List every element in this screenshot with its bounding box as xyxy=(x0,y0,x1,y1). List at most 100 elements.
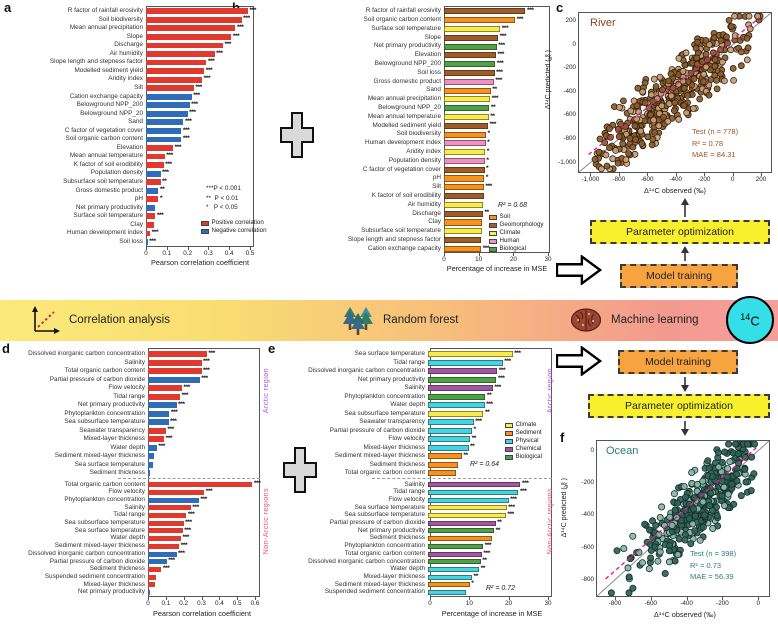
bar xyxy=(444,25,501,33)
significance-stars: *** xyxy=(182,126,190,134)
significance-stars: *** xyxy=(151,229,159,237)
bar-row: Tidal range *** xyxy=(2,393,277,402)
significance-stars: *** xyxy=(482,244,490,252)
bar xyxy=(428,543,484,549)
panel-b-label: b xyxy=(232,0,240,15)
block-arrow-right-icon xyxy=(556,346,602,376)
bar-row-label: Total organic carbon content xyxy=(64,480,145,488)
bar-row-label: Subsurface soil temperature xyxy=(63,178,143,185)
significance-stars: *** xyxy=(494,383,501,391)
bar-row: Mixed-layer thickness *** xyxy=(2,435,277,444)
bar-row-label: Surface soil temperature xyxy=(371,24,441,32)
bar-row: C factor of vegetation cover * xyxy=(258,165,570,174)
bar-row-label: pH xyxy=(432,174,441,182)
panel-e-arctic-bars: Sea surface temperature *** Tidal range ***… xyxy=(270,350,568,478)
bar-row-label: Mixed-layer thickness xyxy=(83,580,145,588)
bar xyxy=(428,402,485,409)
bar-row-label: Seawater transparency xyxy=(79,426,145,434)
axis-tick xyxy=(704,173,706,176)
bar-row: Sediment mixed-layer thickness ** xyxy=(270,452,568,461)
bar xyxy=(444,157,485,164)
bar xyxy=(146,93,192,100)
significance-stars: ** xyxy=(470,443,475,451)
significance-legend: ***P < 0.001 ** P < 0.01 * P < 0.05 xyxy=(206,184,241,213)
significance-stars: *** xyxy=(208,349,215,357)
bar-row: Soil biodiversity *** xyxy=(2,16,272,25)
axis-tick-label: -400 xyxy=(563,87,576,95)
parameter-optimization-box: Parameter optimization xyxy=(588,394,770,418)
bar-row-label: Water depth xyxy=(110,534,145,542)
bar-row-label: Slope length and stepness factor xyxy=(347,235,441,243)
river-scatter-plot xyxy=(579,13,771,172)
bar-row-label: R factor of rainfall erosivity xyxy=(365,7,441,15)
significance-stars: * xyxy=(486,147,490,155)
bar-row: Modelled sediment yield *** xyxy=(2,67,272,76)
bar-row: Total organic carbon content *** xyxy=(270,550,568,558)
bar-row-label: Net primary productivity xyxy=(357,526,425,534)
panel-d-non-arctic-bars: Total organic carbon content *** Flow velo… xyxy=(2,481,277,596)
badge-base: C xyxy=(750,313,760,329)
bar xyxy=(428,436,471,443)
bar-row-label: Soil biodiversity xyxy=(396,130,441,138)
bar xyxy=(444,69,495,77)
axis-tick-label: 0 xyxy=(146,600,150,607)
significance-stars: *** xyxy=(519,488,527,496)
bar-row-label: Total organic carbon content xyxy=(344,549,425,557)
bar-row-label: Sea subsurface temperature xyxy=(344,409,425,417)
axis-tick-label: -600 xyxy=(640,176,654,183)
bar xyxy=(428,376,497,383)
significance-stars: * xyxy=(485,174,489,182)
bar-row: pH * xyxy=(258,174,570,183)
significance-stars: *** xyxy=(182,135,190,143)
bar-row-label: Slope xyxy=(126,32,143,40)
significance-stars: *** xyxy=(486,400,493,408)
bar-row-label: Total organic carbon content xyxy=(64,367,145,375)
bar xyxy=(146,51,215,57)
bar-row-label: Silt xyxy=(134,83,143,91)
legend-item: Negative correlation xyxy=(201,227,267,235)
ocean-title: Ocean xyxy=(606,445,639,457)
bar-row: C factor of vegetation cover *** xyxy=(2,127,272,136)
bar-row: Flow velocity *** xyxy=(270,496,568,504)
bar-row-label: Tidal range xyxy=(393,488,425,496)
bar-row-label: Discharge xyxy=(114,41,143,49)
bar-row: Net primary productivity *** xyxy=(258,42,570,51)
significance-stars: *** xyxy=(205,488,213,496)
bar xyxy=(146,33,232,40)
down-arrow-icon xyxy=(681,377,689,392)
bar-row: Elevation *** xyxy=(258,51,570,60)
bar-row-label: Net primary productivity xyxy=(77,588,145,596)
legend-item: Geomorphology xyxy=(489,221,544,229)
bar-row-label: Sand xyxy=(426,86,441,94)
carbon-14-badge: 14C xyxy=(726,296,774,344)
legend-swatch xyxy=(505,422,513,428)
bar-row: Population density *** xyxy=(2,169,272,178)
bar-row-label: Slope xyxy=(424,33,441,41)
axis-tick-label: 30 xyxy=(544,256,552,263)
bar xyxy=(148,393,181,400)
legend-swatch xyxy=(489,246,497,252)
bar-row: Partial pressure of carbon dioxide * xyxy=(270,427,568,436)
bar-row-label: Soil biodiversity xyxy=(98,15,143,23)
bar-row-label: Salinity xyxy=(124,503,145,511)
axis-tick-label: 0 xyxy=(428,600,432,607)
bar xyxy=(428,559,481,565)
axis-tick-label: -600 xyxy=(581,543,594,551)
bar xyxy=(146,59,207,66)
bar xyxy=(146,102,190,109)
bar xyxy=(146,110,188,117)
significance-stars: *** xyxy=(498,366,506,374)
significance-stars: *** xyxy=(495,77,502,85)
bar xyxy=(146,136,182,143)
bar-row: Surface soil temperature *** xyxy=(2,212,272,221)
group-divider xyxy=(372,478,552,479)
bar-row: Phytoplankton concentration *** xyxy=(2,410,277,419)
bar xyxy=(148,402,177,409)
bar-row-label: Sea surface temperature xyxy=(74,460,145,468)
bar xyxy=(148,368,202,375)
axis-tick xyxy=(208,247,210,250)
significance-stars: *** xyxy=(195,83,202,91)
significance-stars: *** xyxy=(203,75,211,83)
bar-row: Belowground NPP_20 ** xyxy=(258,104,570,113)
